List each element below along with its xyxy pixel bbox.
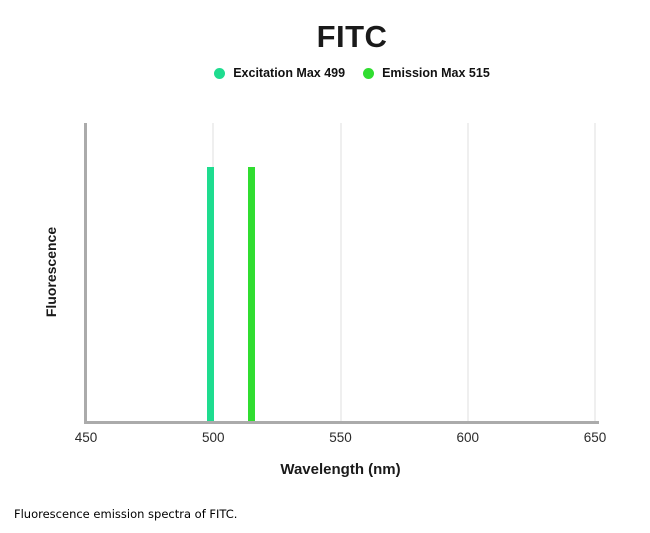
legend-label-excitation: Excitation Max 499 [233,66,346,80]
legend-item-excitation: Excitation Max 499 [214,66,345,80]
emission-bar [247,167,255,421]
excitation-bar [207,167,215,421]
x-tick-650: 650 [583,430,607,445]
emission-swatch-icon [363,67,375,79]
legend-label-emission: Emission Max 515 [382,66,490,80]
x-tick-600: 600 [456,430,480,445]
chart-title: FITC [316,19,388,54]
y-axis-line [84,123,87,424]
excitation-swatch-icon [214,67,226,79]
figure-caption: Fluorescence emission spectra of FITC. [14,507,238,521]
x-axis-line [84,421,599,424]
x-tick-500: 500 [201,430,225,445]
gridline-650 [594,123,596,421]
legend: Excitation Max 499 Emission Max 515 [54,66,650,80]
legend-item-emission: Emission Max 515 [363,66,490,80]
x-axis-title: Wavelength (nm) [280,461,401,478]
gridline-600 [466,123,469,421]
plot-area [86,123,596,421]
x-tick-550: 550 [329,430,352,445]
gridline-550 [339,123,342,421]
x-tick-450: 450 [74,430,98,445]
y-axis-title: Fluorescence [43,226,59,318]
